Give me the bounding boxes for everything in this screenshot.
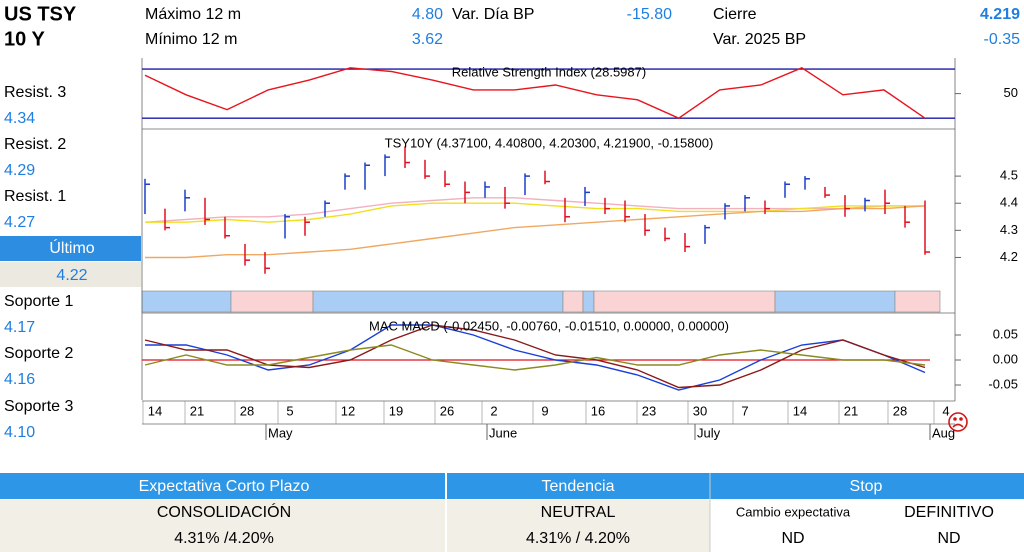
y-tick-label: 0.00 bbox=[993, 351, 1018, 366]
table-cell: 4.31% /4.20% bbox=[174, 530, 274, 547]
y-tick-label: -0.05 bbox=[988, 376, 1018, 391]
day-label: 14 bbox=[148, 403, 162, 418]
table-header: Stop bbox=[850, 478, 883, 495]
level-value: 4.34 bbox=[4, 110, 35, 127]
day-label: 14 bbox=[793, 403, 807, 418]
level-label: Resist. 1 bbox=[4, 188, 66, 205]
panel-frames bbox=[141, 58, 956, 425]
y-tick-label: 4.5 bbox=[1000, 168, 1018, 183]
stat-label: Var. Día BP bbox=[452, 6, 534, 23]
stat-label: Mínimo 12 m bbox=[145, 31, 237, 48]
last-value: 4.22 bbox=[56, 267, 87, 284]
moving-average bbox=[145, 202, 925, 223]
macd-line bbox=[144, 324, 926, 389]
table-header-bg bbox=[0, 473, 1024, 499]
stat-label: Máximo 12 m bbox=[145, 6, 241, 23]
y-tick-label: 4.2 bbox=[1000, 249, 1018, 264]
stat-label: Var. 2025 BP bbox=[713, 31, 806, 48]
day-label: 12 bbox=[341, 403, 355, 418]
table-body-bg bbox=[0, 500, 710, 552]
day-label: 21 bbox=[844, 403, 858, 418]
signal-band bbox=[141, 290, 941, 313]
day-label: 2 bbox=[490, 403, 497, 418]
macd-title: MAC MACD (-0.02450, -0.00760, -0.01510, … bbox=[369, 318, 729, 333]
stat-value: -15.80 bbox=[627, 6, 672, 23]
day-label: 4 bbox=[942, 403, 949, 418]
price-title: TSY10Y (4.37100, 4.40800, 4.20300, 4.219… bbox=[385, 135, 714, 150]
y-tick-label: 4.3 bbox=[1000, 222, 1018, 237]
stat-label: Cierre bbox=[713, 6, 757, 23]
day-label: 7 bbox=[741, 403, 748, 418]
title: US TSY bbox=[4, 3, 77, 25]
table-cell: Cambio expectativa bbox=[736, 504, 851, 519]
last-label: Último bbox=[49, 238, 94, 257]
y-tick-label: 50 bbox=[1004, 85, 1018, 100]
day-label: 26 bbox=[440, 403, 454, 418]
rsi-line bbox=[144, 67, 926, 119]
table-cell: ND bbox=[937, 530, 960, 547]
stat-value: 4.219 bbox=[980, 6, 1020, 23]
table-cell: NEUTRAL bbox=[541, 504, 616, 521]
stat-value: -0.35 bbox=[984, 31, 1021, 48]
day-label: 19 bbox=[389, 403, 403, 418]
day-label: 23 bbox=[642, 403, 656, 418]
y-tick-label: 0.05 bbox=[993, 326, 1018, 341]
moving-average bbox=[144, 197, 925, 223]
day-label: 9 bbox=[541, 403, 548, 418]
month-label: July bbox=[697, 425, 721, 440]
day-label: 16 bbox=[591, 403, 605, 418]
subtitle: 10 Y bbox=[4, 28, 45, 50]
month-label: June bbox=[489, 425, 517, 440]
level-value: 4.27 bbox=[4, 214, 35, 231]
table-cell: ND bbox=[781, 530, 804, 547]
level-label: Soporte 3 bbox=[4, 398, 73, 415]
level-value: 4.16 bbox=[4, 371, 35, 388]
last-label-box bbox=[0, 236, 141, 261]
table-cell: 4.31% / 4.20% bbox=[526, 530, 630, 547]
level-value: 4.10 bbox=[4, 424, 35, 441]
table-cell: DEFINITIVO bbox=[904, 504, 994, 521]
level-value: 4.29 bbox=[4, 162, 35, 179]
stat-value: 3.62 bbox=[412, 31, 443, 48]
table-cell: CONSOLIDACIÓN bbox=[157, 502, 291, 521]
day-label: 28 bbox=[893, 403, 907, 418]
table-header: Expectativa Corto Plazo bbox=[139, 478, 310, 495]
day-label: 30 bbox=[693, 403, 707, 418]
stat-value: 4.80 bbox=[412, 6, 443, 23]
last-value-box bbox=[0, 262, 141, 287]
level-label: Soporte 1 bbox=[4, 293, 73, 310]
level-value: 4.17 bbox=[4, 319, 35, 336]
macd-line bbox=[144, 344, 926, 371]
level-label: Soporte 2 bbox=[4, 345, 73, 362]
moving-average bbox=[145, 205, 926, 259]
table-header: Tendencia bbox=[542, 478, 615, 495]
month-label: May bbox=[268, 425, 293, 440]
day-label: 5 bbox=[286, 403, 293, 418]
y-tick-label: 4.4 bbox=[1000, 195, 1018, 210]
level-label: Resist. 2 bbox=[4, 136, 66, 153]
rsi-title: Relative Strength Index (28.5987) bbox=[452, 64, 646, 79]
macd-line bbox=[145, 324, 926, 391]
day-label: 28 bbox=[240, 403, 254, 418]
sad-face bbox=[948, 412, 968, 432]
month-label: Aug bbox=[932, 425, 955, 440]
level-label: Resist. 3 bbox=[4, 84, 66, 101]
day-label: 21 bbox=[190, 403, 204, 418]
